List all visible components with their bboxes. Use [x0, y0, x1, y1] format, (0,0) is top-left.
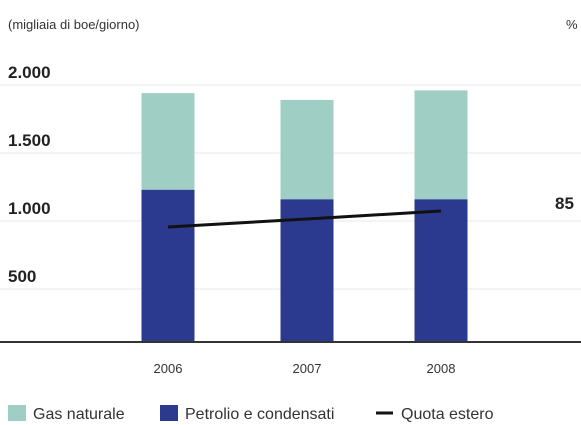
legend-swatch-petrolio-e-condensati — [160, 405, 178, 421]
y-tick-label: 1.000 — [8, 199, 51, 218]
y-axis-ticks: 500 1.000 1.500 2.000 — [8, 63, 51, 286]
bar-petrolio-e-condensati-2006 — [141, 189, 195, 342]
legend-swatch-gas-naturale — [8, 405, 26, 421]
y2-axis-unit-label: % — [566, 17, 578, 32]
bar-gas-naturale-2006 — [141, 93, 195, 190]
y-tick-label: 1.500 — [8, 131, 51, 150]
x-tick-label: 2007 — [293, 361, 322, 376]
bars — [141, 90, 468, 342]
y-tick-label: 2.000 — [8, 63, 51, 82]
legend-label-gas-naturale: Gas naturale — [33, 406, 125, 423]
x-axis-ticks: 2006 2007 2008 — [154, 361, 456, 376]
y2-value-label: 85 — [555, 194, 574, 213]
x-tick-label: 2008 — [427, 361, 456, 376]
bar-petrolio-e-condensati-2008 — [414, 199, 468, 342]
line-quota-estero — [167, 209, 442, 229]
bar-petrolio-e-condensati-2007 — [280, 199, 334, 342]
y-tick-label: 500 — [8, 267, 36, 286]
legend-label-petrolio-e-condensati: Petrolio e condensati — [185, 406, 334, 423]
x-tick-label: 2006 — [154, 361, 183, 376]
bar-gas-naturale-2008 — [414, 90, 468, 200]
legend: Gas naturale Petrolio e condensati Quota… — [8, 405, 494, 423]
bar-gas-naturale-2007 — [280, 99, 334, 200]
legend-label-quota-estero: Quota estero — [401, 406, 494, 423]
y-axis-unit-label: (migliaia di boe/giorno) — [8, 17, 140, 32]
